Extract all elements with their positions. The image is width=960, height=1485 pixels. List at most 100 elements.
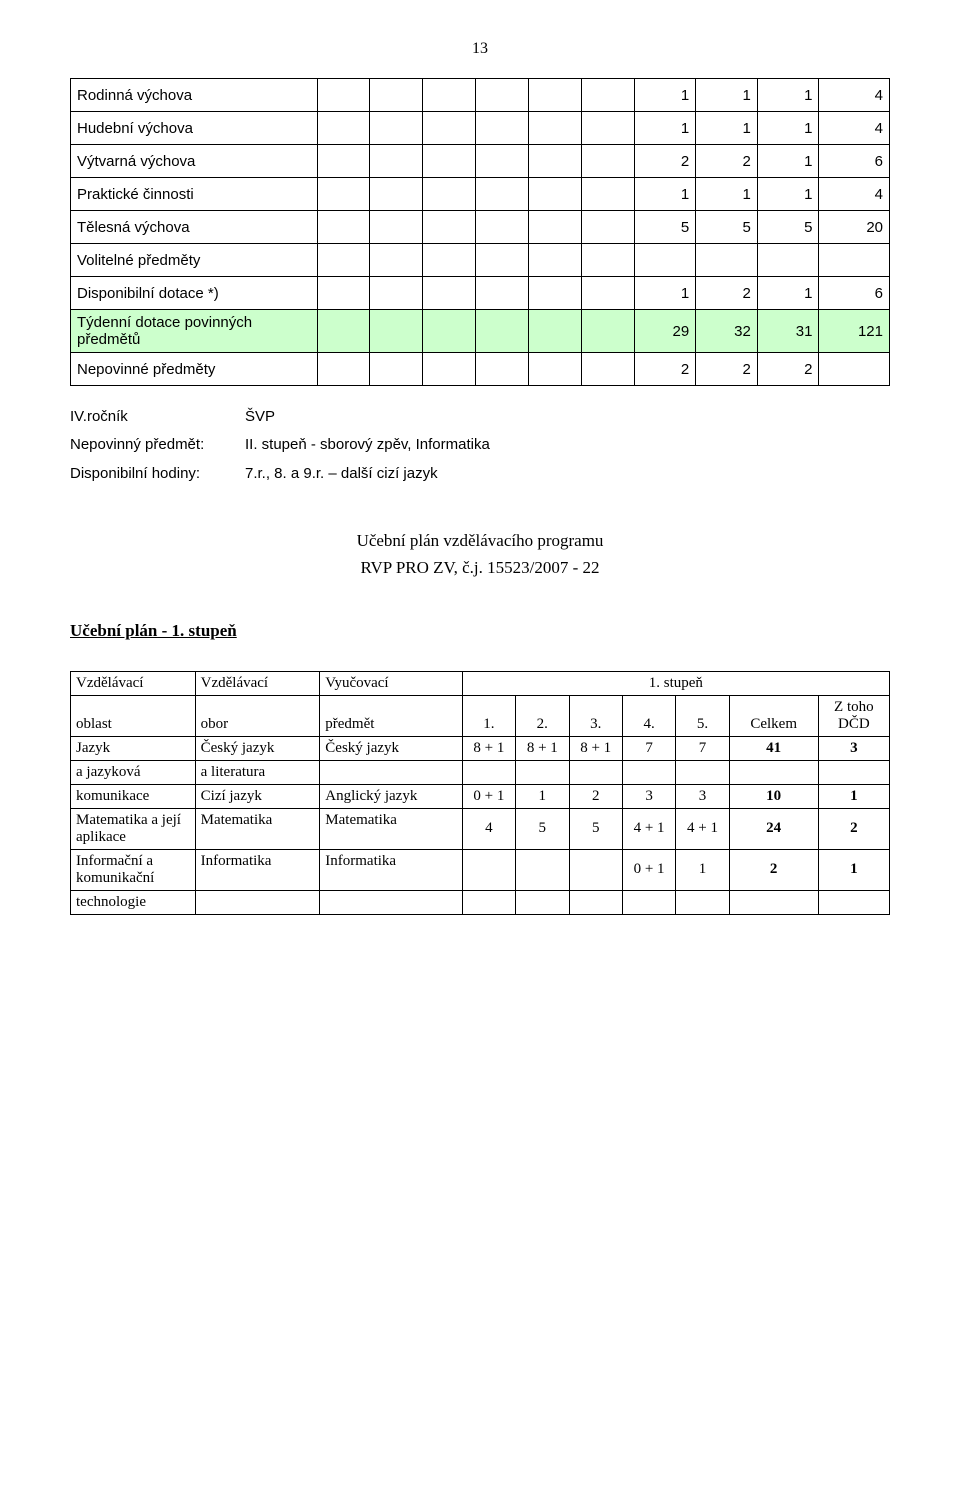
plan-subheader-cell: předmět xyxy=(320,695,462,736)
row-label: Hudební výchova xyxy=(71,112,318,145)
plan-dcd-cell: 1 xyxy=(818,849,889,890)
value-cell: 1 xyxy=(696,112,758,145)
row-label: Disponibilní dotace *) xyxy=(71,277,318,310)
plan-value-cell xyxy=(569,849,622,890)
plan-subheader-cell: obor xyxy=(195,695,320,736)
plan-cell: a literatura xyxy=(195,760,320,784)
plan-cell: Český jazyk xyxy=(320,736,462,760)
value-cell: 1 xyxy=(757,79,819,112)
plan-cell: Cizí jazyk xyxy=(195,784,320,808)
blank-cell xyxy=(528,310,581,353)
plan-grade-header: 4. xyxy=(622,695,675,736)
row-label: Týdenní dotace povinných předmětů xyxy=(71,310,318,353)
blank-cell xyxy=(528,353,581,386)
plan-header-span: 1. stupeň xyxy=(462,671,889,695)
plan-cell xyxy=(320,890,462,914)
definitions-block: IV.ročníkŠVPNepovinný předmět:II. stupeň… xyxy=(70,404,890,487)
plan-value-cell: 3 xyxy=(622,784,675,808)
blank-cell xyxy=(370,310,423,353)
value-cell: 1 xyxy=(696,79,758,112)
blank-cell xyxy=(423,310,476,353)
plan-value-cell xyxy=(622,890,675,914)
blank-cell xyxy=(476,244,529,277)
row-label: Výtvarná výchova xyxy=(71,145,318,178)
blank-cell xyxy=(581,277,634,310)
value-cell: 1 xyxy=(634,112,696,145)
plan-grade-header: 2. xyxy=(516,695,569,736)
plan-value-cell: 7 xyxy=(676,736,729,760)
plan-value-cell xyxy=(622,760,675,784)
plan-title: Učební plán vzdělávacího programu RVP PR… xyxy=(70,527,890,581)
value-cell: 2 xyxy=(696,277,758,310)
plan-value-cell: 8 + 1 xyxy=(462,736,515,760)
plan-cell: Matematika xyxy=(320,808,462,849)
plan-dcd-header: Z toho DČD xyxy=(818,695,889,736)
blank-cell xyxy=(528,145,581,178)
plan-celkem-header: Celkem xyxy=(729,695,818,736)
plan-dcd-cell: 3 xyxy=(818,736,889,760)
blank-cell xyxy=(528,211,581,244)
plan-value-cell: 4 xyxy=(462,808,515,849)
blank-cell xyxy=(476,178,529,211)
value-cell: 31 xyxy=(757,310,819,353)
plan-celkem-cell xyxy=(729,890,818,914)
blank-cell xyxy=(581,211,634,244)
plan-celkem-cell xyxy=(729,760,818,784)
blank-cell xyxy=(370,211,423,244)
plan-table: VzdělávacíVzdělávacíVyučovací1. stupeňob… xyxy=(70,671,890,915)
plan-cell: Informační a komunikační xyxy=(71,849,196,890)
blank-cell xyxy=(581,310,634,353)
blank-cell xyxy=(423,79,476,112)
value-cell: 1 xyxy=(634,277,696,310)
plan-cell: Český jazyk xyxy=(195,736,320,760)
blank-cell xyxy=(423,211,476,244)
plan-cell: technologie xyxy=(71,890,196,914)
plan-value-cell: 1 xyxy=(516,784,569,808)
blank-cell xyxy=(581,145,634,178)
plan-value-cell: 0 + 1 xyxy=(622,849,675,890)
value-cell xyxy=(819,353,890,386)
plan-header-cell: Vyučovací xyxy=(320,671,462,695)
definition-value: ŠVP xyxy=(245,404,275,430)
row-label: Tělesná výchova xyxy=(71,211,318,244)
value-cell: 1 xyxy=(757,277,819,310)
blank-cell xyxy=(317,178,370,211)
definition-row: IV.ročníkŠVP xyxy=(70,404,890,430)
blank-cell xyxy=(476,112,529,145)
plan-value-cell: 7 xyxy=(622,736,675,760)
blank-cell xyxy=(581,79,634,112)
plan-value-cell xyxy=(462,890,515,914)
plan-value-cell: 5 xyxy=(516,808,569,849)
value-cell: 29 xyxy=(634,310,696,353)
definition-value: 7.r., 8. a 9.r. – další cizí jazyk xyxy=(245,461,438,487)
value-cell: 4 xyxy=(819,112,890,145)
plan-dcd-cell: 2 xyxy=(818,808,889,849)
blank-cell xyxy=(528,277,581,310)
plan-cell: komunikace xyxy=(71,784,196,808)
blank-cell xyxy=(476,277,529,310)
plan-value-cell xyxy=(462,760,515,784)
blank-cell xyxy=(423,353,476,386)
plan-value-cell: 3 xyxy=(676,784,729,808)
value-cell xyxy=(757,244,819,277)
plan-header-cell: Vzdělávací xyxy=(71,671,196,695)
row-label: Rodinná výchova xyxy=(71,79,318,112)
plan-value-cell xyxy=(516,890,569,914)
value-cell: 1 xyxy=(696,178,758,211)
blank-cell xyxy=(370,178,423,211)
blank-cell xyxy=(317,211,370,244)
value-cell: 20 xyxy=(819,211,890,244)
plan-value-cell: 4 + 1 xyxy=(676,808,729,849)
blank-cell xyxy=(370,112,423,145)
plan-cell xyxy=(320,760,462,784)
plan-celkem-cell: 10 xyxy=(729,784,818,808)
blank-cell xyxy=(423,178,476,211)
plan-heading: Učební plán - 1. stupeň xyxy=(70,621,890,641)
blank-cell xyxy=(476,145,529,178)
blank-cell xyxy=(528,79,581,112)
value-cell: 4 xyxy=(819,178,890,211)
plan-value-cell: 5 xyxy=(569,808,622,849)
blank-cell xyxy=(370,277,423,310)
plan-cell: Anglický jazyk xyxy=(320,784,462,808)
definition-value: II. stupeň - sborový zpěv, Informatika xyxy=(245,432,490,458)
